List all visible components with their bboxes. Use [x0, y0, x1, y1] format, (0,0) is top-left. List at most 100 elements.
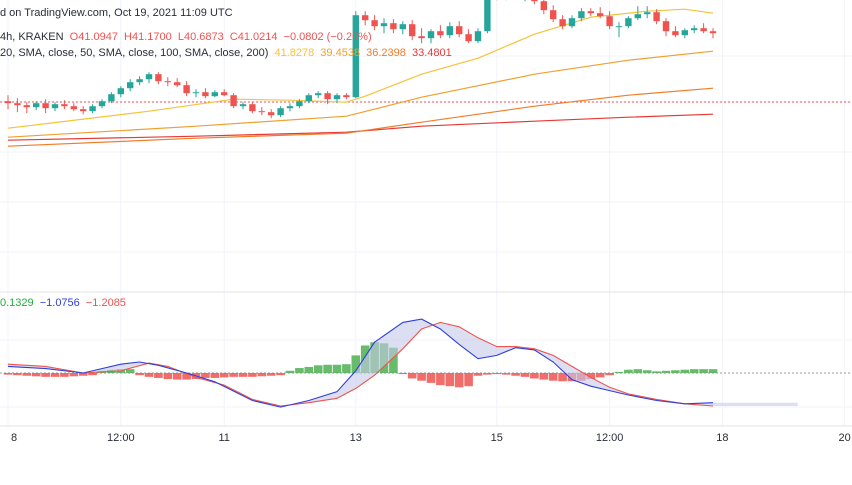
histogram-bar — [3, 373, 13, 375]
candle-body — [14, 103, 21, 106]
candle-body — [700, 28, 707, 32]
histogram-bar — [257, 373, 267, 377]
sma200-value: 33.4801 — [411, 47, 452, 59]
candle-body — [578, 11, 585, 19]
histogram-bar — [88, 373, 97, 376]
histogram-bar — [530, 373, 539, 379]
x-axis-ticks: 8 12:00 11 13 15 12:00 18 20 — [11, 432, 851, 444]
open-value: O41.0947 — [69, 31, 118, 43]
candle-body — [164, 81, 171, 83]
low-value: L40.6873 — [177, 31, 224, 43]
histogram-bar — [492, 373, 502, 375]
histogram-bar — [219, 373, 229, 378]
macd-cloud — [8, 319, 798, 408]
high-value: H41.1700 — [124, 31, 172, 43]
sma20-value: 41.8278 — [274, 47, 315, 59]
candle-body — [615, 26, 623, 28]
histogram-bar — [445, 373, 455, 387]
candle-body — [221, 92, 228, 96]
candle-body — [662, 21, 670, 32]
candle-body — [202, 92, 209, 97]
close-value: C41.0214 — [229, 31, 278, 43]
histogram-bar — [605, 373, 614, 376]
histogram-bar — [642, 370, 652, 373]
candle-body — [4, 101, 12, 104]
candle-body — [709, 31, 717, 34]
candle-body — [296, 101, 303, 107]
candle-body — [437, 31, 444, 36]
candle-body — [61, 104, 68, 107]
histogram-bar — [78, 373, 88, 376]
candle-body — [559, 19, 566, 27]
candle-body — [456, 26, 463, 35]
candle-body — [634, 14, 641, 19]
histogram-bar — [426, 373, 436, 383]
x-tick-label: 8 — [11, 432, 17, 444]
x-tick-label: 11 — [218, 432, 229, 444]
histogram-bar — [633, 369, 643, 373]
sma20-line — [7, 8, 714, 129]
histogram-bar — [144, 373, 154, 377]
candle-body — [587, 11, 594, 14]
histogram-bar — [154, 373, 163, 378]
candle-body — [286, 106, 294, 109]
histogram-bar — [680, 369, 690, 373]
histogram-bar — [389, 347, 398, 373]
histogram-bar — [483, 373, 492, 375]
candle-body — [23, 105, 30, 108]
histogram-bar — [22, 373, 32, 376]
candle-body — [390, 23, 397, 30]
candle-body — [268, 112, 275, 116]
histogram-bar — [295, 368, 304, 373]
candle-body — [277, 108, 284, 116]
x-tick-label: 15 — [491, 432, 503, 444]
histogram-bar — [125, 369, 135, 373]
candle-body — [540, 1, 547, 11]
macd-histogram-value: 0.1329 — [0, 297, 34, 309]
histogram-bar — [473, 373, 483, 376]
histogram-bar — [652, 371, 661, 373]
candle-body — [672, 31, 679, 36]
candle-body — [239, 104, 247, 107]
candle-body — [550, 10, 557, 20]
x-tick-label: 12:00 — [596, 432, 624, 444]
candle-body — [691, 28, 698, 31]
sma-legend: 20, SMA, close, 50, SMA, close, 100, SMA… — [0, 47, 455, 59]
x-tick-label: 20 — [838, 432, 850, 444]
candle-body — [324, 93, 331, 100]
candle-body — [644, 12, 651, 15]
change-value: −0.0802 (−0.20%) — [283, 31, 372, 43]
histogram-bar — [351, 355, 361, 373]
histogram-bar — [182, 373, 191, 380]
histogram-bar — [671, 370, 680, 373]
histogram-bar — [163, 373, 173, 380]
candle-body — [568, 18, 576, 27]
histogram-bar — [661, 370, 671, 373]
histogram-bar — [31, 373, 41, 377]
macd-lines — [7, 318, 798, 408]
candle-body — [531, 0, 538, 2]
candle-body — [174, 82, 181, 86]
candle-body — [98, 101, 106, 107]
candle-body — [80, 109, 87, 112]
candles — [4, 0, 717, 119]
histogram-bar — [210, 373, 220, 378]
histogram-bar — [624, 369, 633, 373]
candle-body — [371, 20, 378, 27]
candle-body — [305, 95, 312, 102]
histogram-bar — [464, 373, 473, 387]
histogram-bar — [41, 373, 50, 377]
candle-body — [409, 24, 416, 37]
histogram-bar — [201, 373, 210, 378]
histogram-bar — [520, 373, 530, 377]
histogram-bar — [69, 373, 79, 377]
candle-body — [352, 15, 359, 98]
candle-body — [127, 82, 134, 89]
histogram-bar — [436, 373, 445, 386]
candle-body — [418, 36, 425, 39]
candle-body — [33, 103, 40, 108]
candle-body — [136, 79, 143, 83]
macd-line-value: −1.0756 — [39, 297, 80, 309]
signal-line — [7, 321, 714, 407]
candle-body — [258, 111, 265, 113]
